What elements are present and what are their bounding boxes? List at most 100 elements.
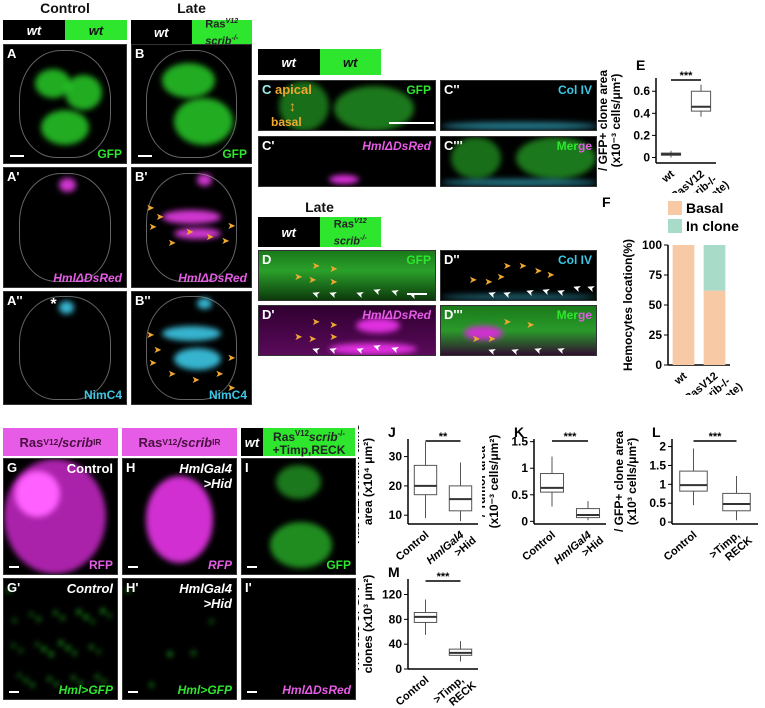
y-axis-label: / Tumor area bbox=[482, 446, 488, 517]
genotype-wt: wt bbox=[3, 20, 65, 40]
y-tick-label: 75 bbox=[649, 268, 663, 282]
arrowhead-icon: ➤ bbox=[353, 286, 366, 300]
asterisk-marker: * bbox=[50, 296, 57, 313]
scrib-sup: -/- bbox=[231, 34, 239, 42]
panel-label: H' bbox=[126, 580, 139, 595]
ras-sup: V12 bbox=[353, 217, 367, 226]
panel-B: B GFP bbox=[131, 44, 252, 164]
genotype-bar-control: wt wt bbox=[3, 20, 127, 40]
y-tick-label: 0 bbox=[655, 358, 662, 372]
y-tick-label: 1.5 bbox=[649, 458, 666, 472]
scale-bar bbox=[389, 122, 434, 124]
channel-label: HmlΔDsRed bbox=[178, 271, 247, 285]
panel-letter: K bbox=[514, 425, 524, 440]
condition-label: Control bbox=[66, 581, 113, 596]
panel-label: C'' bbox=[444, 82, 460, 97]
arrowhead-icon: ➤ bbox=[311, 317, 321, 329]
genotype-bar-late: wt RasV12 scrib-/- bbox=[131, 17, 252, 48]
y-tick-label: 20 bbox=[389, 479, 403, 493]
arrowhead-icon: ➤ bbox=[148, 358, 158, 370]
disc-outline bbox=[146, 296, 237, 400]
chart-k: KNo. of GFP+ cells/ Tumor area(x10⁻³ cel… bbox=[482, 425, 606, 565]
arrowhead-icon: ➤ bbox=[534, 265, 543, 277]
significance-stars: *** bbox=[437, 571, 451, 583]
panel-D: ➤➤➤➤➤➤➤➤➤➤➤ D GFP bbox=[258, 250, 436, 301]
panel-label: G' bbox=[7, 580, 21, 595]
genotype-bar-h: Ras V12/scrib IR bbox=[122, 428, 237, 456]
y-tick-label: 120 bbox=[382, 588, 402, 602]
late-title: Late bbox=[177, 0, 206, 16]
disc-outline bbox=[146, 49, 237, 159]
arrowhead-icon: ➤ bbox=[503, 260, 512, 272]
panel-label: D''' bbox=[444, 307, 463, 322]
channel-label: Merge bbox=[557, 308, 592, 322]
stacked-bar-segment bbox=[703, 245, 726, 291]
apical-label: apical bbox=[275, 82, 312, 97]
x-tick-label: >Timp,RECK bbox=[707, 525, 754, 565]
channel-label: HmlΔDsRed bbox=[53, 271, 122, 285]
arrowhead-icon: ➤ bbox=[484, 276, 493, 288]
panel-H1-Hml: H' HmlGal4 >Hid Hml>GFP bbox=[122, 578, 237, 700]
chart-l: L No. of HmlΔDsRed+ / GFP+ clone area (x10³… bbox=[610, 425, 758, 565]
panel-I: I GFP bbox=[241, 458, 356, 575]
arrowhead-icon: ➤ bbox=[546, 269, 555, 281]
x-tick-label: HmlGal4>Hid bbox=[425, 525, 479, 565]
panel-letter: L bbox=[652, 425, 661, 440]
arrowhead-icon: ➤ bbox=[526, 319, 535, 331]
panel-label: C''' bbox=[444, 138, 463, 153]
panel-D3: ➤ ➤ ➤ ➤ ➤ ➤ ➤ ➤ D''' Merge bbox=[440, 305, 597, 356]
box bbox=[413, 464, 438, 496]
arrowhead-icon: ➤ bbox=[167, 238, 177, 250]
arrowhead-icon: ➤ bbox=[311, 260, 321, 272]
x-tick-label: wt bbox=[672, 370, 690, 388]
y-tick-label: 0 bbox=[521, 514, 528, 528]
y-tick-label: 0.5 bbox=[511, 488, 528, 502]
y-tick-label: 0.2 bbox=[633, 128, 650, 142]
disc-outline bbox=[18, 172, 112, 283]
channel-label: GFP bbox=[222, 147, 247, 161]
panel-D2: ➤ ➤ ➤ ➤ ➤ ➤ ➤ ➤ ➤ ➤ ➤ ➤ ➤ ➤ D'' Col IV bbox=[440, 250, 597, 301]
late-title-d: Late bbox=[305, 199, 334, 215]
arrowhead-icon: ➤ bbox=[532, 343, 544, 356]
disc-outline bbox=[146, 172, 237, 283]
genotype-bar-i: wt RasV12scrib-/- +Timp,RECK bbox=[241, 428, 355, 457]
arrowhead-icon: ➤ bbox=[518, 260, 527, 272]
scrib-text: scrib bbox=[308, 430, 338, 444]
condition-label: Control bbox=[66, 461, 113, 476]
arrowhead-icon: ➤ bbox=[487, 334, 496, 346]
channel-label: NimC4 bbox=[83, 388, 122, 402]
panel-letter: E bbox=[636, 58, 645, 73]
x-tick-label: wt bbox=[659, 168, 677, 186]
arrowhead-icon: ➤ bbox=[389, 285, 401, 299]
x-tick-label: >Timp,RECK bbox=[431, 670, 478, 708]
channel-label: Col IV bbox=[557, 253, 592, 267]
panel-label: D'' bbox=[444, 252, 460, 267]
panel-label: B'' bbox=[135, 293, 151, 308]
panel-label: A'' bbox=[7, 293, 23, 308]
arrowhead-icon: ➤ bbox=[185, 226, 194, 238]
y-axis-label: The size of GFP+ bbox=[358, 575, 362, 672]
genotype-wt: wt bbox=[258, 49, 320, 75]
y-axis-label: (x10⁻³ cells/μm²) bbox=[487, 435, 501, 529]
x-tick-label: HmlGal4>Hid bbox=[552, 525, 606, 565]
y-axis-label: RasV12/scribIR tumor bbox=[358, 425, 362, 544]
x-tick-label-line: Control bbox=[394, 674, 432, 708]
ras-sup: V12 bbox=[162, 436, 178, 447]
arrowhead-icon: ➤ bbox=[329, 263, 338, 275]
significance-stars: *** bbox=[680, 70, 694, 82]
ras-text: Ras bbox=[333, 219, 354, 231]
merge-a: Mer bbox=[556, 139, 578, 153]
genotype-ras-scrib-timp: RasV12scrib-/- +Timp,RECK bbox=[263, 428, 355, 457]
x-tick-label: Control bbox=[662, 529, 700, 563]
legend-label: In clone bbox=[686, 218, 739, 234]
ras-text: Ras bbox=[205, 19, 226, 31]
channel-label: HmlΔDsRed bbox=[362, 308, 431, 322]
y-axis-label: No. of HmlΔDsRed+ bbox=[610, 425, 613, 538]
channel-label: Hml>GFP bbox=[177, 683, 232, 697]
panel-B2: ➤ ➤ ➤ ➤ ➤ ➤ ➤ ➤ B'' NimC4 bbox=[131, 291, 252, 405]
arrowhead-icon: ➤ bbox=[191, 375, 200, 386]
y-axis-label: clones (x10³ μm²) bbox=[361, 575, 375, 674]
ras-sup: V12 bbox=[295, 429, 309, 438]
apical-basal-arrow-icon: ↕ bbox=[289, 98, 296, 114]
panel-c3: C''' Merge bbox=[440, 136, 597, 187]
